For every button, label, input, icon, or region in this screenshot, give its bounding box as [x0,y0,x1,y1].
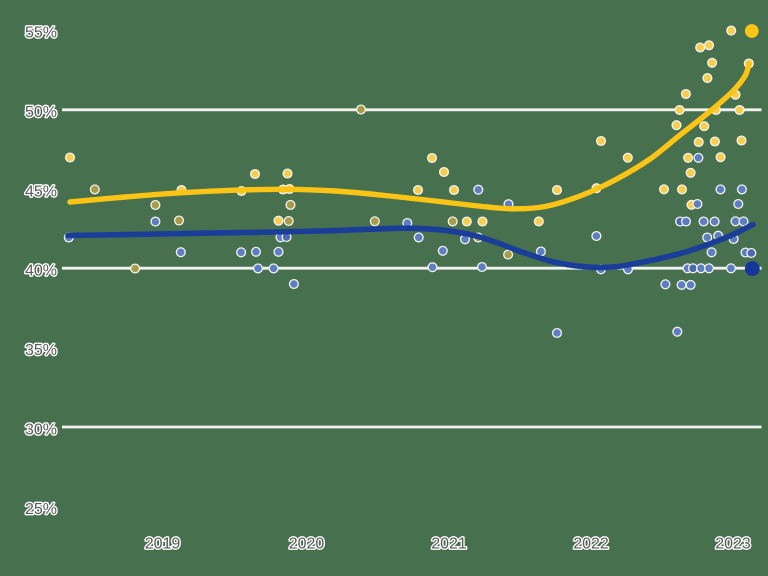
svg-text:40%: 40% [25,263,57,280]
svg-text:2019: 2019 [145,536,181,553]
svg-text:25%: 25% [25,501,57,518]
svg-text:30%: 30% [25,421,57,438]
svg-text:2021: 2021 [431,536,467,553]
svg-text:2020: 2020 [289,536,325,553]
svg-text:50%: 50% [25,104,57,121]
svg-text:55%: 55% [25,25,57,42]
svg-text:35%: 35% [25,342,57,359]
svg-text:45%: 45% [25,183,57,200]
svg-text:2022: 2022 [573,536,609,553]
svg-text:2023: 2023 [715,536,751,553]
